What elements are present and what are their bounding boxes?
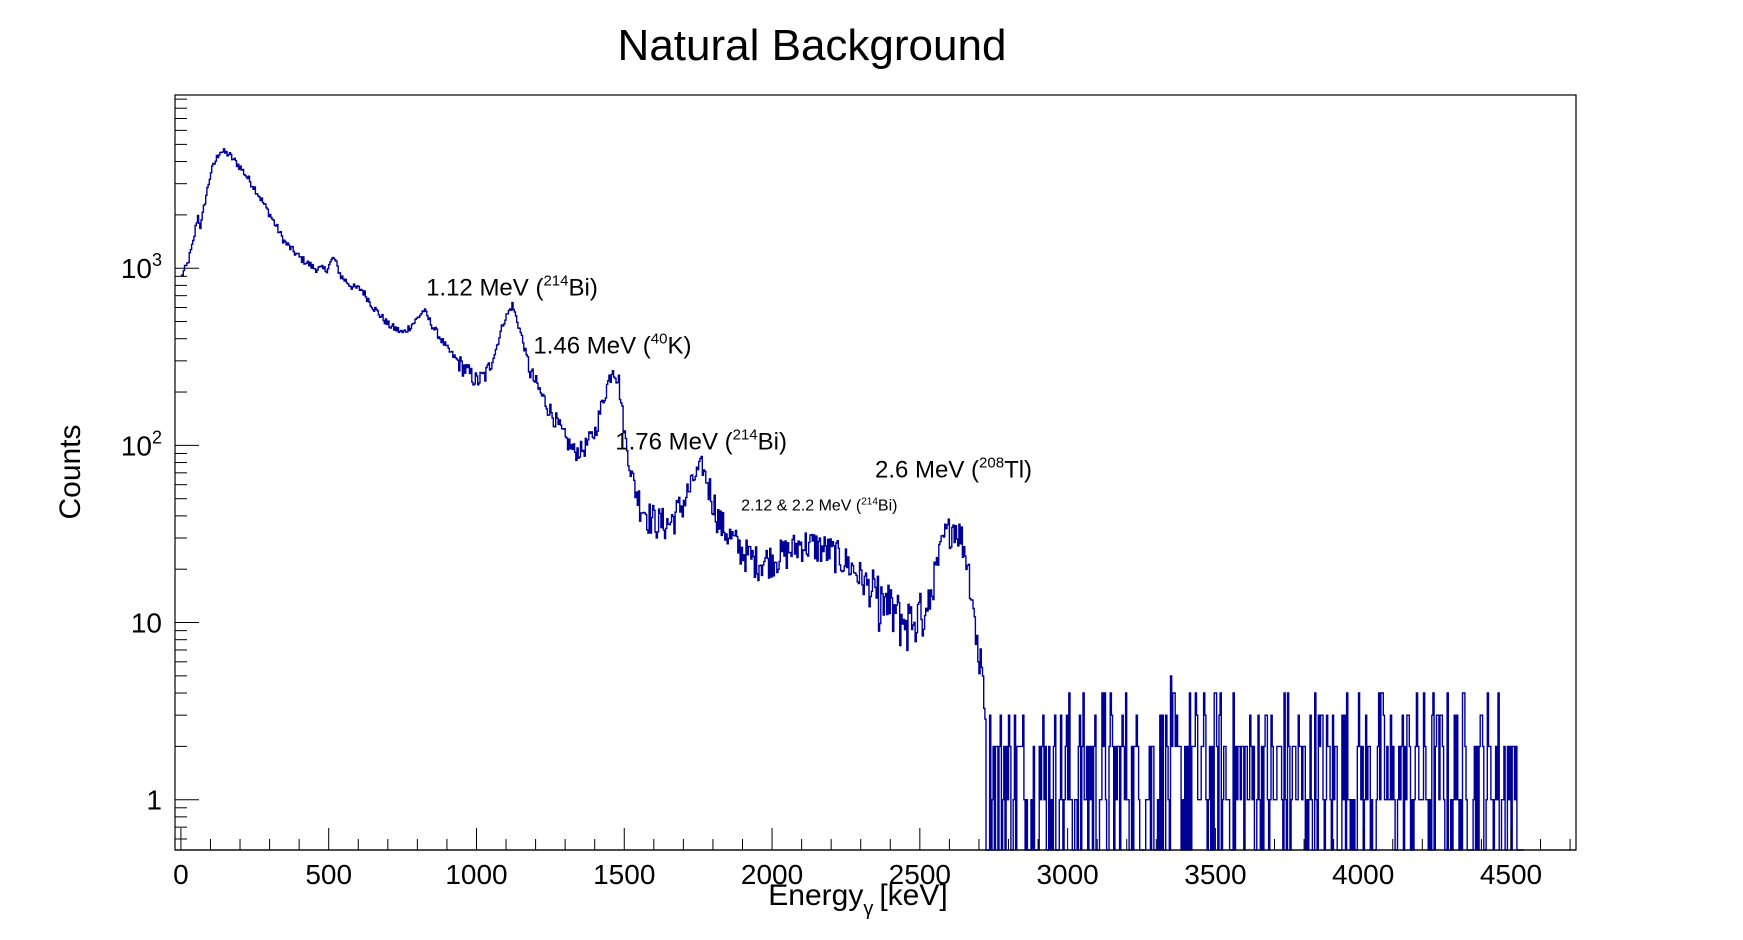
x-axis-title-main: Energy bbox=[768, 879, 863, 912]
x-axis: 0 500 1000 1500 2000 2500 3000 3500 4000 4500 bbox=[173, 828, 1576, 890]
y-tick-label: 10 bbox=[131, 608, 162, 639]
y-tick-label: 1 bbox=[146, 785, 162, 816]
x-tick-label: 0 bbox=[173, 859, 189, 890]
x-tick-label: 4000 bbox=[1332, 859, 1394, 890]
x-tick-label: 3500 bbox=[1184, 859, 1246, 890]
x-tick-label: 2500 bbox=[889, 859, 951, 890]
y-tick-label: 102 bbox=[121, 427, 162, 461]
x-tick-label: 1500 bbox=[593, 859, 655, 890]
peak-annotation: 2.12 & 2.2 MeV (214Bi) bbox=[741, 496, 897, 514]
peak-annotation: 1.12 MeV (214Bi) bbox=[426, 273, 598, 302]
y-tick-label: 103 bbox=[121, 250, 162, 284]
x-axis-title: Energyγ [keV] bbox=[768, 879, 947, 920]
y-axis: 1 10 102 103 bbox=[121, 98, 199, 840]
x-tick-label: 4500 bbox=[1480, 859, 1542, 890]
peak-annotation: 1.76 MeV (214Bi) bbox=[615, 426, 787, 455]
x-tick-label: 3000 bbox=[1036, 859, 1098, 890]
peak-annotation: 2.6 MeV (208Tl) bbox=[875, 454, 1032, 483]
chart-title: Natural Background bbox=[618, 21, 1007, 70]
x-axis-title-subscript: γ bbox=[863, 898, 873, 920]
peak-annotation: 1.46 MeV (40K) bbox=[533, 331, 691, 360]
x-tick-label: 500 bbox=[305, 859, 352, 890]
peak-annotations: 1.12 MeV (214Bi) 1.46 MeV (40K) 1.76 MeV (… bbox=[426, 273, 1032, 515]
spectrum-line bbox=[180, 148, 1524, 851]
x-tick-label: 2000 bbox=[741, 859, 803, 890]
y-axis-title: Counts bbox=[54, 424, 87, 519]
x-tick-label: 1000 bbox=[445, 859, 507, 890]
x-axis-title-unit: [keV] bbox=[879, 879, 947, 912]
